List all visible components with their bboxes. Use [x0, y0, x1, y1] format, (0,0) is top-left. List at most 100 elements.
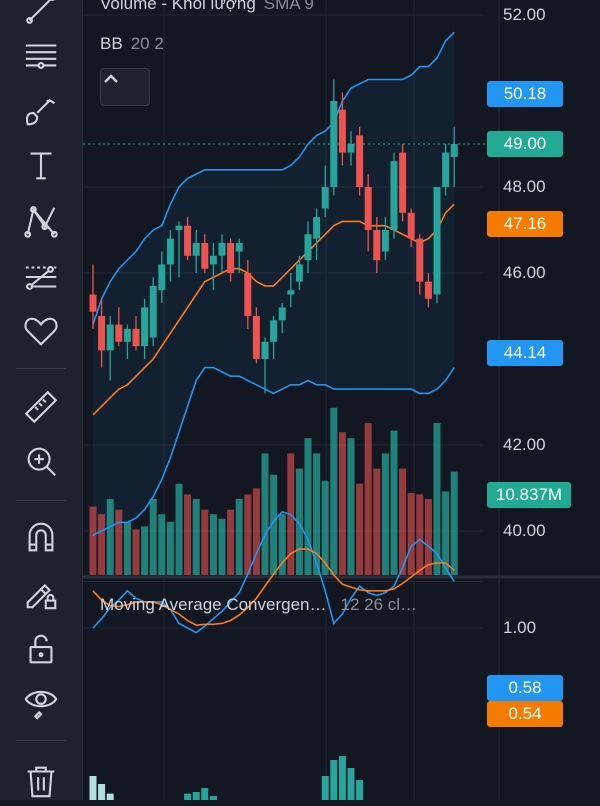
unlock-icon[interactable] — [14, 624, 68, 674]
signal-line — [92, 548, 455, 627]
candle — [158, 251, 166, 304]
candle-body — [244, 273, 252, 316]
macd-label: 0.58 — [487, 675, 563, 701]
candle — [321, 165, 329, 218]
trash-icon[interactable] — [14, 756, 68, 806]
horizontal-lines-icon[interactable] — [14, 30, 68, 80]
zoom-in-icon[interactable] — [14, 436, 68, 486]
brush-icon[interactable] — [14, 86, 68, 136]
candle-body — [338, 109, 346, 153]
candle-body — [347, 144, 355, 153]
volume-legend[interactable]: Volume - Khối lượng SMA 9 — [100, 0, 314, 14]
candle-body — [89, 294, 97, 312]
candle — [115, 307, 123, 347]
forecast-icon[interactable] — [14, 252, 68, 302]
candle — [141, 298, 149, 359]
volume-bar — [356, 483, 364, 575]
price-tick: 52.00 — [503, 5, 546, 24]
bb-band-fill — [93, 32, 455, 536]
volume-bar — [261, 453, 269, 575]
volume-bar — [407, 492, 415, 575]
volume-bar — [381, 453, 389, 575]
candle-body — [141, 307, 149, 347]
bb-params: 20 2 — [130, 34, 164, 53]
candle — [149, 277, 157, 347]
candle-body — [115, 324, 123, 342]
macd-legend[interactable]: Moving Average Convergen… 12 26 cl… — [100, 595, 417, 615]
volume-bar — [338, 432, 346, 575]
volume-bar — [373, 468, 381, 575]
candle-body — [106, 324, 114, 351]
candle-body — [433, 187, 441, 295]
candle — [399, 144, 407, 222]
candle-body — [201, 242, 209, 269]
histogram-bar — [338, 756, 346, 800]
candle-body — [227, 242, 235, 273]
pattern-icon[interactable] — [14, 196, 68, 246]
histogram-bar — [192, 792, 200, 800]
chart-area[interactable]: Volume - Khối lượng SMA 9 BB 20 2 52.00 48… — [83, 0, 600, 800]
bb-lower-line — [92, 366, 455, 537]
candle-body — [98, 316, 106, 351]
price-tick: 40.00 — [503, 521, 546, 540]
collapse-legend-button[interactable] — [100, 68, 150, 106]
histogram-bar — [347, 768, 355, 800]
candle — [450, 126, 458, 187]
candle — [381, 217, 389, 261]
candle — [184, 217, 192, 261]
candle — [347, 131, 355, 166]
candle-body — [278, 307, 286, 321]
candle-body — [192, 242, 200, 256]
candle — [373, 217, 381, 273]
candle-body — [261, 341, 269, 359]
volume-bar — [141, 526, 149, 575]
candle-body — [407, 212, 415, 239]
candle-body — [149, 285, 157, 338]
volume-params: SMA 9 — [263, 0, 314, 13]
volume-bar — [321, 480, 329, 575]
bb-legend[interactable]: BB 20 2 — [100, 34, 164, 54]
chevron-up-icon — [104, 74, 118, 83]
volume-bar — [442, 491, 450, 575]
volume-bar — [390, 430, 398, 575]
histogram-bar — [98, 784, 106, 800]
candle — [287, 273, 295, 308]
candle-body — [175, 225, 183, 230]
volume-bar — [364, 423, 372, 575]
candle — [261, 337, 269, 394]
volume-bar — [158, 514, 166, 575]
volume-bar — [209, 514, 217, 575]
ruler-icon[interactable] — [14, 382, 68, 432]
candle-body — [158, 264, 166, 291]
magnet-icon[interactable] — [14, 512, 68, 562]
trend-line-icon[interactable] — [14, 0, 68, 34]
chart-canvas[interactable] — [83, 0, 600, 800]
lock-drawings-icon[interactable] — [14, 568, 68, 618]
candle-body — [321, 187, 329, 209]
candle — [227, 238, 235, 282]
histogram-bar — [106, 793, 114, 800]
candle-body — [184, 225, 192, 256]
candle — [218, 234, 226, 273]
signal-label: 0.54 — [487, 701, 563, 727]
candle — [356, 126, 364, 196]
candle-body — [123, 328, 131, 342]
candle-body — [381, 230, 389, 252]
candle-body — [287, 290, 295, 295]
candle — [330, 79, 338, 196]
heart-icon[interactable] — [14, 306, 68, 356]
candle-body — [399, 152, 407, 213]
volume-bar — [218, 518, 226, 575]
volume-bar — [106, 499, 114, 575]
volume-bar — [295, 468, 303, 575]
eye-icon[interactable] — [14, 676, 68, 726]
candle — [89, 264, 97, 329]
drawing-toolbar — [0, 0, 83, 800]
price-tick: 46.00 — [503, 263, 546, 282]
text-icon[interactable] — [14, 140, 68, 190]
candle — [338, 92, 346, 166]
candle-body — [235, 242, 243, 252]
volume-bar — [450, 471, 458, 575]
volume-bar — [304, 438, 312, 575]
volume-bar — [278, 514, 286, 575]
